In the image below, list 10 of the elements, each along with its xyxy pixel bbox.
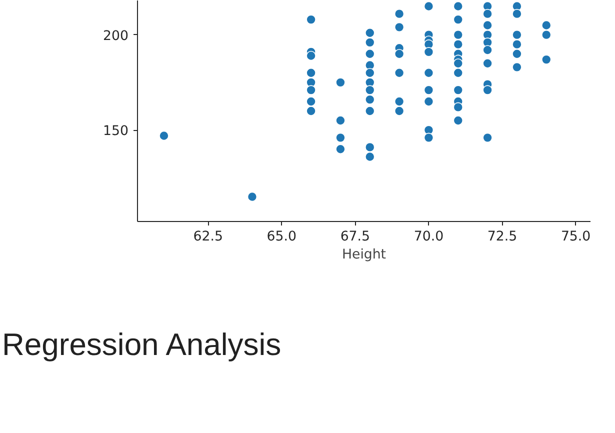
x-tick-label: 65.0 xyxy=(266,230,296,244)
x-tick-label: 75.0 xyxy=(560,230,591,244)
x-tick-label: 72.5 xyxy=(487,230,518,244)
y-tick-label: 200 xyxy=(103,28,129,44)
y-tick-label: 150 xyxy=(103,124,129,140)
x-axis-title: Height xyxy=(342,248,386,262)
x-tick-label: 62.5 xyxy=(193,230,223,244)
text: Regression Analysis xyxy=(2,326,282,364)
x-tick-label: 67.5 xyxy=(340,230,370,244)
x-tick-label: 70.0 xyxy=(414,230,444,244)
